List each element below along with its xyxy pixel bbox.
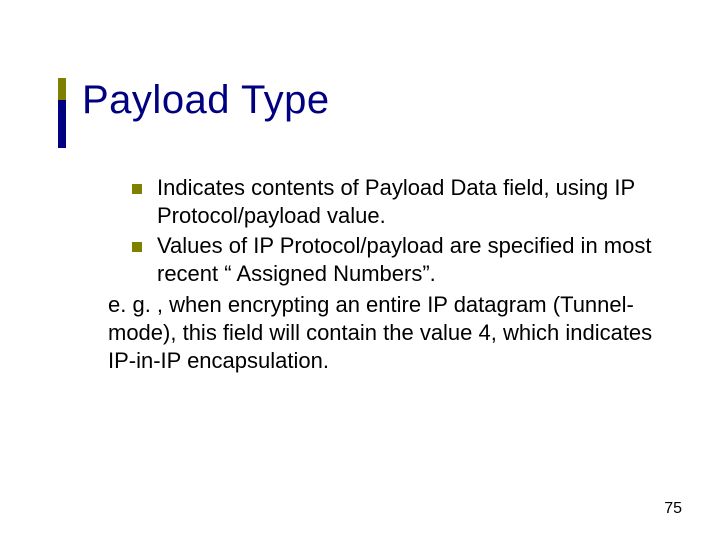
bullet-text: Indicates contents of Payload Data field…	[157, 174, 658, 230]
bullet-item: Indicates contents of Payload Data field…	[108, 174, 658, 230]
slide-body: Indicates contents of Payload Data field…	[108, 174, 658, 375]
bullet-item: Values of IP Protocol/payload are specif…	[108, 232, 658, 288]
slide: Payload Type Indicates contents of Paylo…	[0, 0, 720, 540]
square-bullet-icon	[132, 184, 142, 194]
slide-title: Payload Type	[82, 78, 330, 123]
square-bullet-icon	[132, 242, 142, 252]
accent-olive	[58, 78, 66, 100]
page-number: 75	[664, 500, 682, 518]
accent-navy	[58, 100, 66, 148]
title-accent-bar	[58, 78, 66, 148]
example-text: e. g. , when encrypting an entire IP dat…	[108, 291, 658, 375]
bullet-text: Values of IP Protocol/payload are specif…	[157, 232, 658, 288]
